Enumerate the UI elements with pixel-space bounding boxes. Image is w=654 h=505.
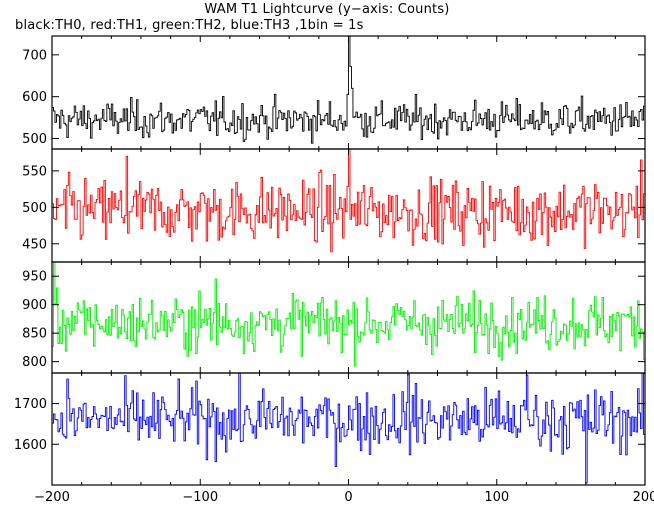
y-tick-label: 1600	[14, 438, 47, 453]
y-tick-label: 450	[22, 237, 47, 252]
y-tick-label: 950	[22, 270, 47, 285]
panel-th2: 800 850 900 950	[22, 261, 646, 374]
y-tick-label: 550	[22, 164, 47, 179]
x-tick-label: 200	[633, 490, 654, 505]
chart-title: WAM T1 Lightcurve (y−axis: Counts)	[204, 2, 450, 17]
x-tick-label: −200	[34, 490, 70, 505]
series-line-th1	[52, 149, 645, 253]
x-tick-label: 0	[344, 490, 352, 505]
x-tick-label: 100	[484, 490, 509, 505]
y-tick-label: 700	[22, 48, 47, 63]
series-line-th3	[52, 373, 645, 484]
y-tick-label: 800	[22, 355, 47, 370]
series-line-th2	[52, 262, 645, 367]
panel-th3: 1600 1700	[14, 372, 646, 486]
panel-frame	[51, 372, 646, 486]
panel-th1: 450 500 550	[22, 148, 646, 263]
x-tick-label: −100	[182, 490, 218, 505]
series-line-th0	[52, 36, 645, 144]
y-tick-label: 600	[22, 90, 47, 105]
y-tick-label: 500	[22, 201, 47, 216]
y-tick-label: 850	[22, 327, 47, 342]
panel-th0: 500 600 700	[22, 35, 646, 150]
chart-subtitle: black:TH0, red:TH1, green:TH2, blue:TH3 …	[15, 18, 364, 33]
y-tick-label: 900	[22, 298, 47, 313]
y-tick-label: 1700	[14, 397, 47, 412]
y-tick-label: 500	[22, 132, 47, 147]
